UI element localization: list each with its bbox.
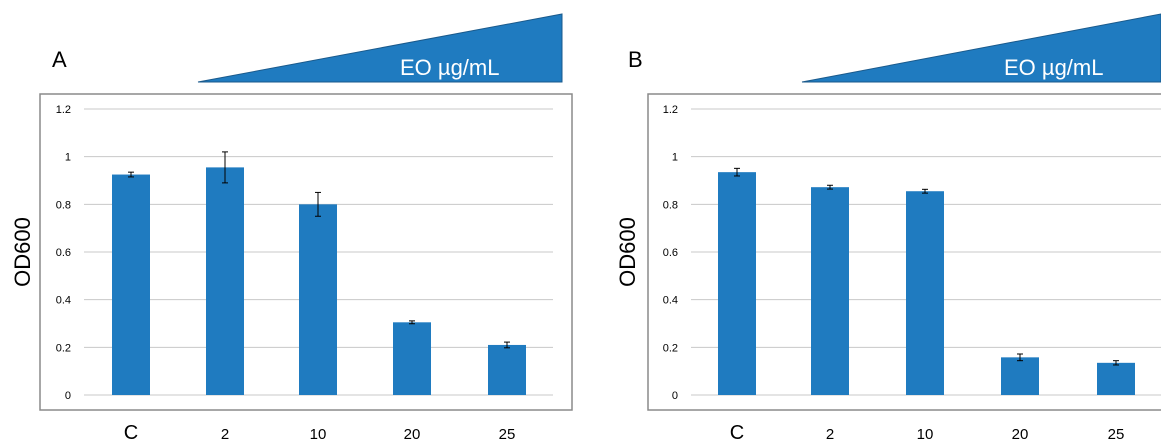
bar-25	[1097, 362, 1135, 395]
x-tick-labels: C 2 10 20 25	[124, 422, 516, 443]
x-tick-label: 20	[1012, 426, 1029, 443]
y-tick-label: 0	[672, 390, 678, 402]
y-axis-label: OD600	[10, 217, 35, 287]
error-bar-2	[827, 184, 833, 190]
plot-frame	[647, 93, 1161, 411]
y-tick-label: 0.8	[663, 199, 678, 211]
x-tick-label: 2	[221, 426, 229, 443]
y-tick-label: 1	[672, 152, 678, 164]
x-tick-label: 25	[1108, 426, 1125, 443]
y-tick-label: 0	[65, 390, 71, 402]
bars	[112, 167, 526, 395]
x-tick-label: 10	[310, 426, 327, 443]
error-bars	[734, 167, 1119, 366]
bar-20	[1001, 357, 1039, 395]
bar-2	[811, 187, 849, 395]
error-bar-2	[222, 151, 228, 184]
chart-panel-b: B EO µg/mL 0 0.2 0.4 0.6 0.8 1 1.2 C 2 10 20 25 OD…	[615, 13, 1161, 443]
y-axis-label: OD600	[615, 217, 640, 287]
bar-10	[299, 204, 337, 395]
x-tick-label: 25	[499, 426, 516, 443]
bar-C	[112, 174, 150, 395]
y-tick-labels: 0 0.2 0.4 0.6 0.8 1 1.2	[663, 104, 678, 402]
error-bar-20	[1017, 353, 1023, 362]
x-tick-label: 10	[917, 426, 934, 443]
y-tick-label: 0.6	[663, 247, 678, 259]
bars	[718, 172, 1135, 395]
y-tick-label: 1.2	[663, 104, 678, 116]
panel-label: A	[52, 47, 67, 72]
bar-20	[393, 322, 431, 395]
error-bar-C	[734, 167, 740, 177]
x-tick-label: 2	[826, 426, 834, 443]
bar-C	[718, 172, 756, 395]
error-bar-25	[1113, 360, 1119, 366]
bar-10	[906, 191, 944, 395]
x-tick-label: C	[124, 422, 138, 443]
plot-frame	[39, 93, 573, 411]
bar-25	[488, 344, 526, 395]
y-tick-label: 1	[65, 152, 71, 164]
error-bars	[128, 151, 510, 349]
x-tick-labels: C 2 10 20 25	[730, 422, 1125, 443]
concentration-gradient-wedge	[801, 13, 1161, 83]
panel-label: B	[628, 47, 643, 72]
error-bar-10	[922, 188, 928, 194]
y-tick-label: 0.6	[56, 247, 71, 259]
y-tick-labels: 0 0.2 0.4 0.6 0.8 1 1.2	[56, 104, 71, 402]
y-tick-label: 0.8	[56, 199, 71, 211]
error-bar-10	[315, 191, 321, 217]
gridlines	[84, 108, 553, 396]
y-tick-label: 0.4	[663, 295, 678, 307]
error-bar-25	[504, 341, 510, 349]
concentration-gradient-wedge	[197, 13, 563, 83]
error-bar-20	[409, 320, 415, 325]
y-tick-label: 1.2	[56, 104, 71, 116]
y-tick-label: 0.4	[56, 295, 71, 307]
x-tick-label: C	[730, 422, 744, 443]
chart-panel-a: A EO µg/mL 0 0.2 0.4 0.6 0.8 1 1.2 C 2 10 20 25 OD…	[10, 13, 573, 443]
gradient-label: EO µg/mL	[1004, 55, 1103, 80]
bar-2	[206, 167, 244, 395]
x-tick-label: 20	[404, 426, 421, 443]
error-bar-C	[128, 171, 134, 178]
y-tick-label: 0.2	[56, 342, 71, 354]
y-tick-label: 0.2	[663, 342, 678, 354]
gradient-label: EO µg/mL	[400, 55, 499, 80]
